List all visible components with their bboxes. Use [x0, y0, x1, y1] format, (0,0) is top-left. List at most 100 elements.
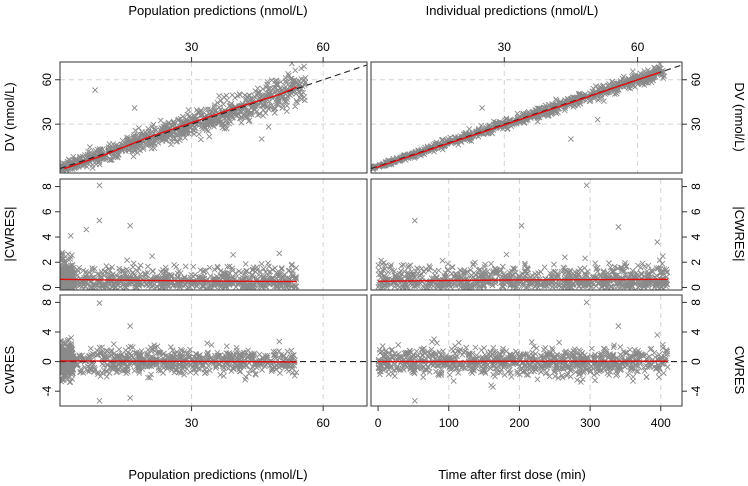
data-point — [284, 275, 291, 282]
data-point — [230, 363, 237, 370]
data-point — [650, 77, 656, 84]
data-point — [109, 156, 115, 163]
data-point — [565, 269, 572, 276]
data-point — [161, 124, 167, 131]
data-point — [224, 263, 231, 270]
data-point — [224, 272, 231, 279]
data-point — [66, 336, 72, 343]
data-point — [155, 139, 162, 146]
data-point — [253, 108, 260, 115]
data-point — [573, 277, 580, 284]
data-point — [181, 281, 188, 288]
data-point — [206, 133, 213, 140]
data-point — [455, 369, 462, 376]
data-point — [415, 280, 422, 287]
data-point — [664, 281, 671, 288]
data-point — [72, 279, 79, 285]
data-point — [89, 267, 96, 274]
data-point — [106, 370, 113, 377]
data-point — [277, 283, 284, 290]
data-point — [435, 283, 442, 290]
data-point — [507, 283, 514, 289]
data-point — [623, 264, 630, 270]
data-point — [420, 374, 427, 381]
data-point — [68, 364, 75, 371]
data-point — [558, 277, 565, 284]
data-point — [562, 281, 569, 287]
data-point — [77, 154, 84, 161]
data-point — [268, 102, 275, 109]
data-point — [534, 280, 540, 287]
data-point — [121, 283, 128, 290]
data-point — [405, 263, 412, 269]
data-point — [178, 346, 184, 353]
panel-frame — [59, 178, 368, 291]
data-point — [273, 275, 280, 282]
data-point — [521, 260, 528, 267]
data-point — [490, 267, 497, 274]
data-point — [484, 123, 491, 130]
data-point — [135, 366, 142, 373]
data-point — [168, 138, 175, 144]
data-point — [135, 265, 142, 272]
data-point — [285, 368, 292, 375]
smooth-line — [60, 278, 297, 283]
data-point — [268, 77, 275, 84]
data-point — [490, 344, 497, 351]
data-point — [298, 65, 305, 72]
data-point — [173, 138, 180, 145]
data-point — [488, 260, 495, 267]
data-point — [478, 122, 485, 129]
data-point — [272, 105, 279, 112]
data-point — [94, 271, 101, 277]
data-point — [63, 352, 70, 359]
data-point — [86, 144, 93, 151]
data-point — [89, 265, 96, 272]
data-point — [226, 362, 233, 369]
data-point — [288, 261, 295, 268]
data-point — [192, 125, 199, 132]
data-point — [264, 352, 271, 359]
data-point — [471, 269, 478, 276]
data-point — [265, 260, 272, 267]
data-point — [470, 260, 477, 267]
data-point — [552, 373, 559, 380]
data-point — [660, 370, 667, 377]
data-point — [290, 81, 297, 88]
data-point — [108, 347, 115, 354]
data-point — [237, 368, 244, 375]
data-point — [221, 270, 228, 277]
data-point — [182, 354, 189, 361]
data-point — [82, 152, 88, 158]
data-point — [398, 262, 405, 269]
data-point — [575, 101, 582, 108]
data-point — [119, 350, 125, 357]
data-point — [441, 272, 448, 279]
data-point — [102, 268, 109, 275]
data-point — [555, 374, 562, 381]
data-point — [617, 344, 624, 350]
data-point — [148, 140, 155, 147]
data-point — [594, 116, 601, 123]
data-point — [258, 136, 265, 142]
data-point — [259, 366, 265, 373]
data-point — [400, 261, 407, 268]
data-point — [171, 261, 178, 268]
y-tick-label: 6 — [40, 208, 54, 215]
data-point — [211, 277, 218, 284]
data-point — [284, 96, 291, 103]
data-point — [518, 222, 525, 229]
data-point — [559, 372, 566, 379]
data-point — [148, 371, 155, 378]
data-point — [278, 266, 285, 273]
data-point — [601, 282, 608, 288]
data-point — [507, 281, 514, 288]
data-point — [452, 350, 459, 357]
data-point — [163, 121, 169, 128]
data-point — [411, 282, 417, 289]
data-point — [561, 254, 568, 261]
data-point — [292, 67, 299, 74]
smooth-line — [378, 278, 668, 282]
data-point — [649, 282, 656, 289]
